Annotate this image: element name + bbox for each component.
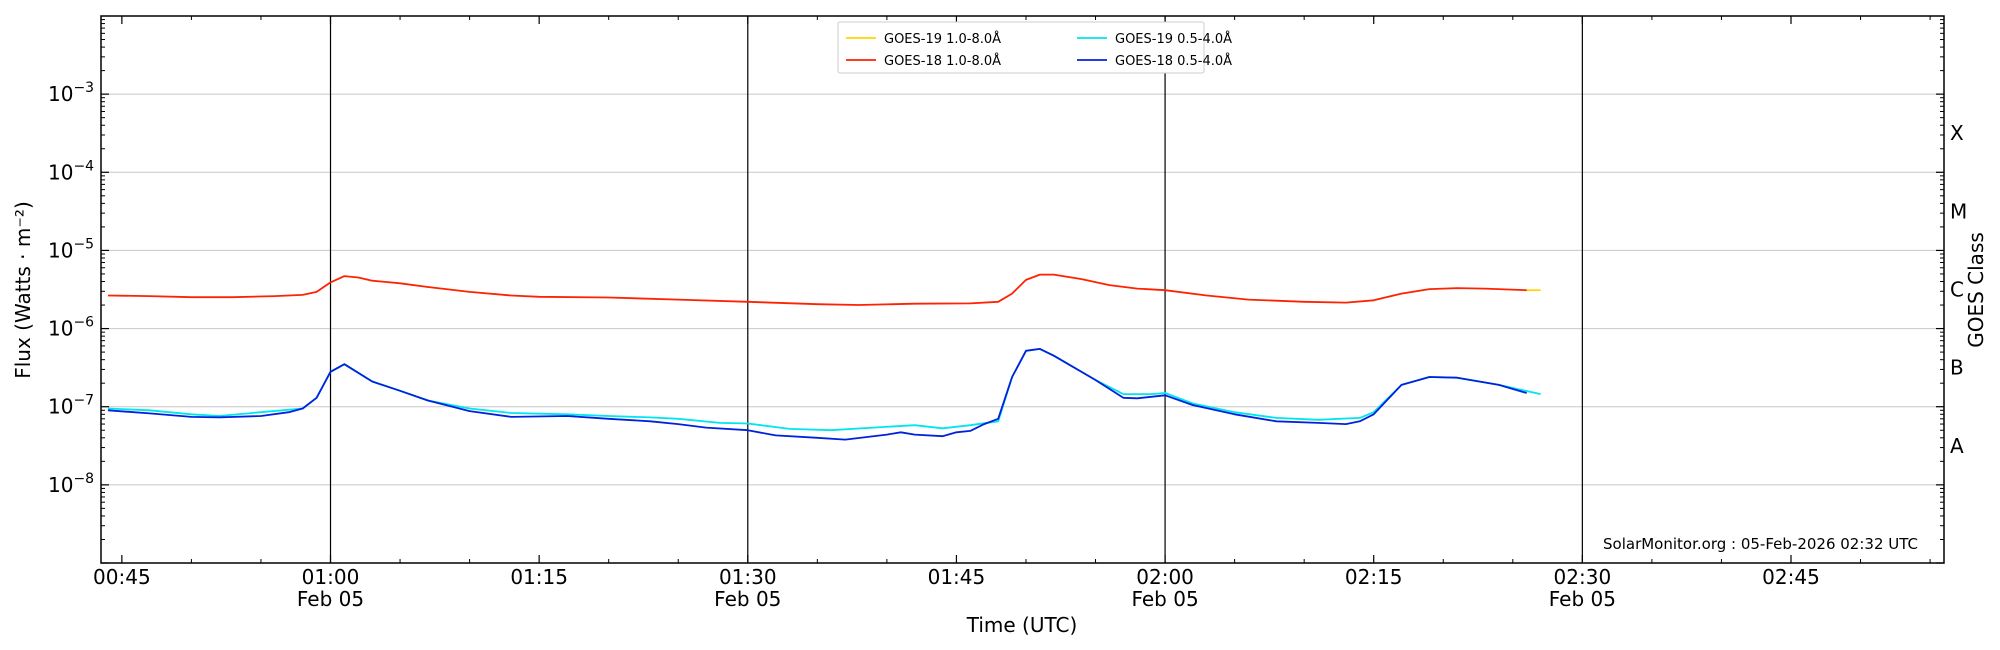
source-credit: SolarMonitor.org : 05-Feb-2026 02:32 UTC	[1603, 535, 1918, 553]
y-axis-title: Flux (Watts · m⁻²)	[11, 201, 35, 379]
legend-label: GOES-19 0.5-4.0Å	[1115, 31, 1232, 47]
y-tick-label: 10−5	[48, 236, 94, 262]
goes-class-label: C	[1950, 278, 1964, 302]
goes-class-label: A	[1950, 434, 1964, 458]
y-tick-label: 10−8	[48, 471, 94, 497]
y-tick-label: 10−6	[48, 315, 94, 341]
x-tick-label: 01:00	[302, 565, 360, 589]
series-line-1	[107, 273, 1527, 306]
legend-label: GOES-19 1.0-8.0Å	[884, 31, 1001, 47]
x-tick-date-label: Feb 05	[1131, 587, 1198, 611]
horizontal-grid	[101, 93, 1944, 486]
plot-frame	[100, 15, 1945, 564]
goes-class-label: M	[1950, 199, 1967, 223]
x-tick-label: 02:30	[1554, 565, 1612, 589]
secondary-y-axis-title: GOES Class	[1964, 232, 1988, 348]
x-tick-date-label: Feb 05	[714, 587, 781, 611]
x-tick-label: 02:45	[1762, 565, 1820, 589]
x-tick-date-label: Feb 05	[297, 587, 364, 611]
legend: GOES-19 1.0-8.0Å GOES-18 1.0-8.0Å GOES-19 …	[837, 21, 1232, 74]
y-tick-label: 10−3	[48, 80, 94, 106]
x-tick-label: 02:00	[1136, 565, 1194, 589]
x-tick-date-label: Feb 05	[1549, 587, 1616, 611]
goes-class-label: X	[1950, 121, 1964, 145]
legend-label: GOES-18 1.0-8.0Å	[884, 53, 1001, 69]
x-tick-label: 02:15	[1345, 565, 1403, 589]
legend-label: GOES-18 0.5-4.0Å	[1115, 53, 1232, 69]
legend-box	[837, 21, 1205, 74]
flux-series	[107, 273, 1541, 441]
x-tick-label: 01:15	[510, 565, 568, 589]
y-tick-label: 10−7	[48, 393, 94, 419]
goes-class-label: B	[1950, 356, 1964, 380]
day-marker-lines	[329, 16, 1583, 563]
x-tick-label: 01:45	[928, 565, 986, 589]
x-axis-title: Time (UTC)	[966, 613, 1078, 637]
x-tick-label: 01:30	[719, 565, 777, 589]
series-line-3	[107, 347, 1527, 441]
x-tick-label: 00:45	[93, 565, 151, 589]
series-line-2	[107, 347, 1541, 432]
goes-class-ticks: A B C M X	[1950, 121, 1967, 458]
y-tick-label: 10−4	[48, 158, 94, 184]
y-axis-ticks: 10−8 10−7 10−6 10−5 10−4 10−3	[48, 19, 1944, 564]
